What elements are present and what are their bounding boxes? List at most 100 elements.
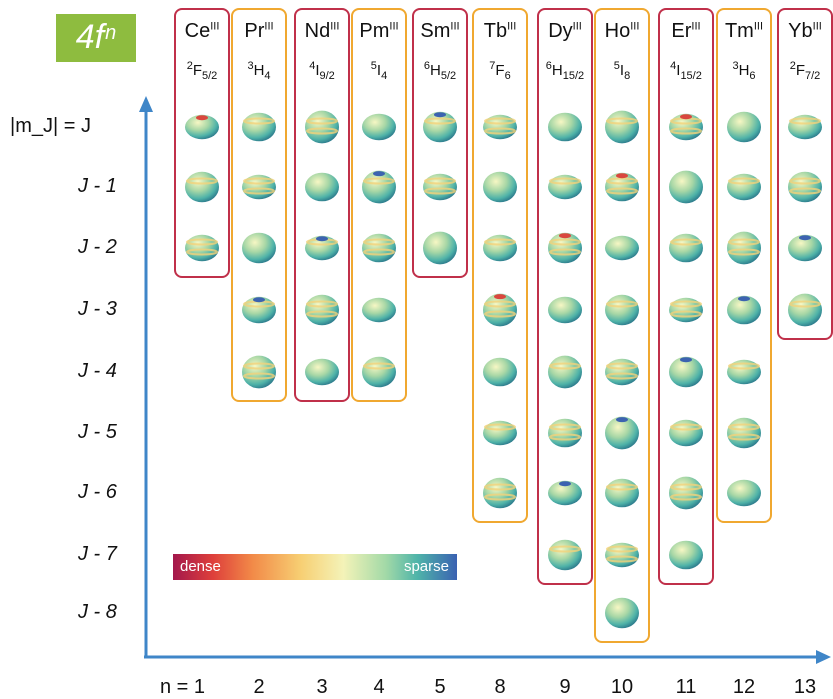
term-letter: H [551,62,563,79]
n-label: 2 [253,676,265,698]
charge-density-orbital-icon [548,296,582,324]
ion-element: Ce [184,20,211,42]
charge-density-orbital-icon [548,480,582,506]
charge-density-orbital-icon [727,359,761,385]
ion-oxidation: III [507,20,517,33]
4f-n-badge: 4f n [56,14,136,62]
term-letter: I [676,62,681,79]
charge-density-orbital-icon [727,173,761,201]
charge-density-orbital-icon [423,111,457,143]
ion-element: Nd [304,20,331,42]
ion-column-box [658,8,714,585]
charge-density-orbital-icon [669,170,703,204]
charge-density-orbital-icon [669,233,703,263]
row-label: J - 6 [78,481,117,503]
term-multiplicity: 5 [613,60,620,72]
term-multiplicity: 4 [309,60,316,72]
charge-density-orbital-icon [483,234,517,262]
ion-oxidation: III [630,20,640,33]
charge-density-orbital-icon [548,539,582,571]
term-symbol: 4I15/2 [651,60,721,82]
term-j: 6 [504,70,511,82]
n-label-prefix: n = 1 [160,676,206,698]
term-multiplicity: 2 [186,60,193,72]
row-label: J - 1 [78,175,117,197]
term-letter: F [795,62,805,79]
term-multiplicity: 3 [732,60,739,72]
charge-density-orbital-icon [548,112,582,142]
badge-base: 4f [75,17,105,56]
term-j: 5/2 [440,70,457,82]
charge-density-orbital-icon [483,293,517,327]
ion-element: Yb [788,20,813,42]
charge-density-orbital-icon [483,420,517,446]
charge-density-orbital-icon [788,114,822,140]
n-label: 13 [793,676,817,698]
charge-density-orbital-icon [605,235,639,261]
term-j: 5/2 [202,70,218,82]
term-letter: I [619,62,625,79]
ion-symbol: NdIII [287,20,357,43]
row-label: J - 5 [78,421,117,443]
charge-density-orbital-icon [605,416,639,450]
row-label: J - 2 [78,236,117,258]
term-j: 8 [624,70,631,82]
term-letter: I [315,62,320,79]
ion-oxidation: III [264,20,274,33]
row-label: J - 8 [78,601,117,623]
charge-density-orbital-icon [669,540,703,570]
n-label: 5 [434,676,446,698]
term-symbol: 2F5/2 [167,60,237,82]
charge-density-orbital-icon [669,297,703,323]
charge-density-orbital-icon [605,110,639,144]
ion-element: Ho [604,20,631,42]
charge-density-orbital-icon [605,542,639,568]
n-label: 3 [316,676,328,698]
ion-element: Tb [483,20,508,42]
charge-density-orbital-icon [305,110,339,144]
charge-density-orbital-icon [242,112,276,142]
charge-density-orbital-icon [242,232,276,264]
charge-density-orbital-icon [362,170,396,204]
charge-density-orbital-icon [548,174,582,200]
ion-oxidation: III [450,20,460,33]
charge-density-orbital-icon [727,111,761,143]
charge-density-orbital-icon [305,235,339,261]
ion-element: Dy [548,20,573,42]
term-letter: H [429,62,441,79]
term-symbol: 3H4 [224,60,294,82]
ion-symbol: YbIII [770,20,833,43]
ion-symbol: PmIII [344,20,414,43]
ion-symbol: TbIII [465,20,535,43]
charge-density-orbital-icon [305,172,339,202]
term-letter: F [495,62,505,79]
ion-element: Pm [359,20,390,42]
charge-density-orbital-icon [483,357,517,387]
charge-density-orbital-icon [242,174,276,200]
term-multiplicity: 4 [670,60,677,72]
x-axis-arrow [816,650,831,664]
charge-density-orbital-icon [605,478,639,508]
term-letter: H [253,62,265,79]
legend-sparse-label: sparse [403,558,449,575]
term-symbol: 4I9/2 [287,60,357,82]
charge-density-orbital-icon [669,113,703,141]
ion-oxidation: III [572,20,582,33]
term-multiplicity: 5 [370,60,377,72]
ion-column-box [777,8,833,340]
term-multiplicity: 7 [489,60,496,72]
y-axis-arrow [139,96,153,112]
charge-density-orbital-icon [788,293,822,327]
n-label: 10 [610,676,634,698]
term-letter: I [376,62,382,79]
term-j: 4 [264,70,271,82]
ion-column-box [294,8,350,402]
term-multiplicity: 3 [247,60,254,72]
term-symbol: 6H15/2 [530,60,600,82]
ion-element: Pr [244,20,265,42]
term-j: 4 [381,70,388,82]
term-multiplicity: 6 [423,60,430,72]
charge-density-orbital-icon [548,418,582,448]
ion-symbol: TmIII [709,20,779,43]
term-j: 15/2 [680,70,702,82]
